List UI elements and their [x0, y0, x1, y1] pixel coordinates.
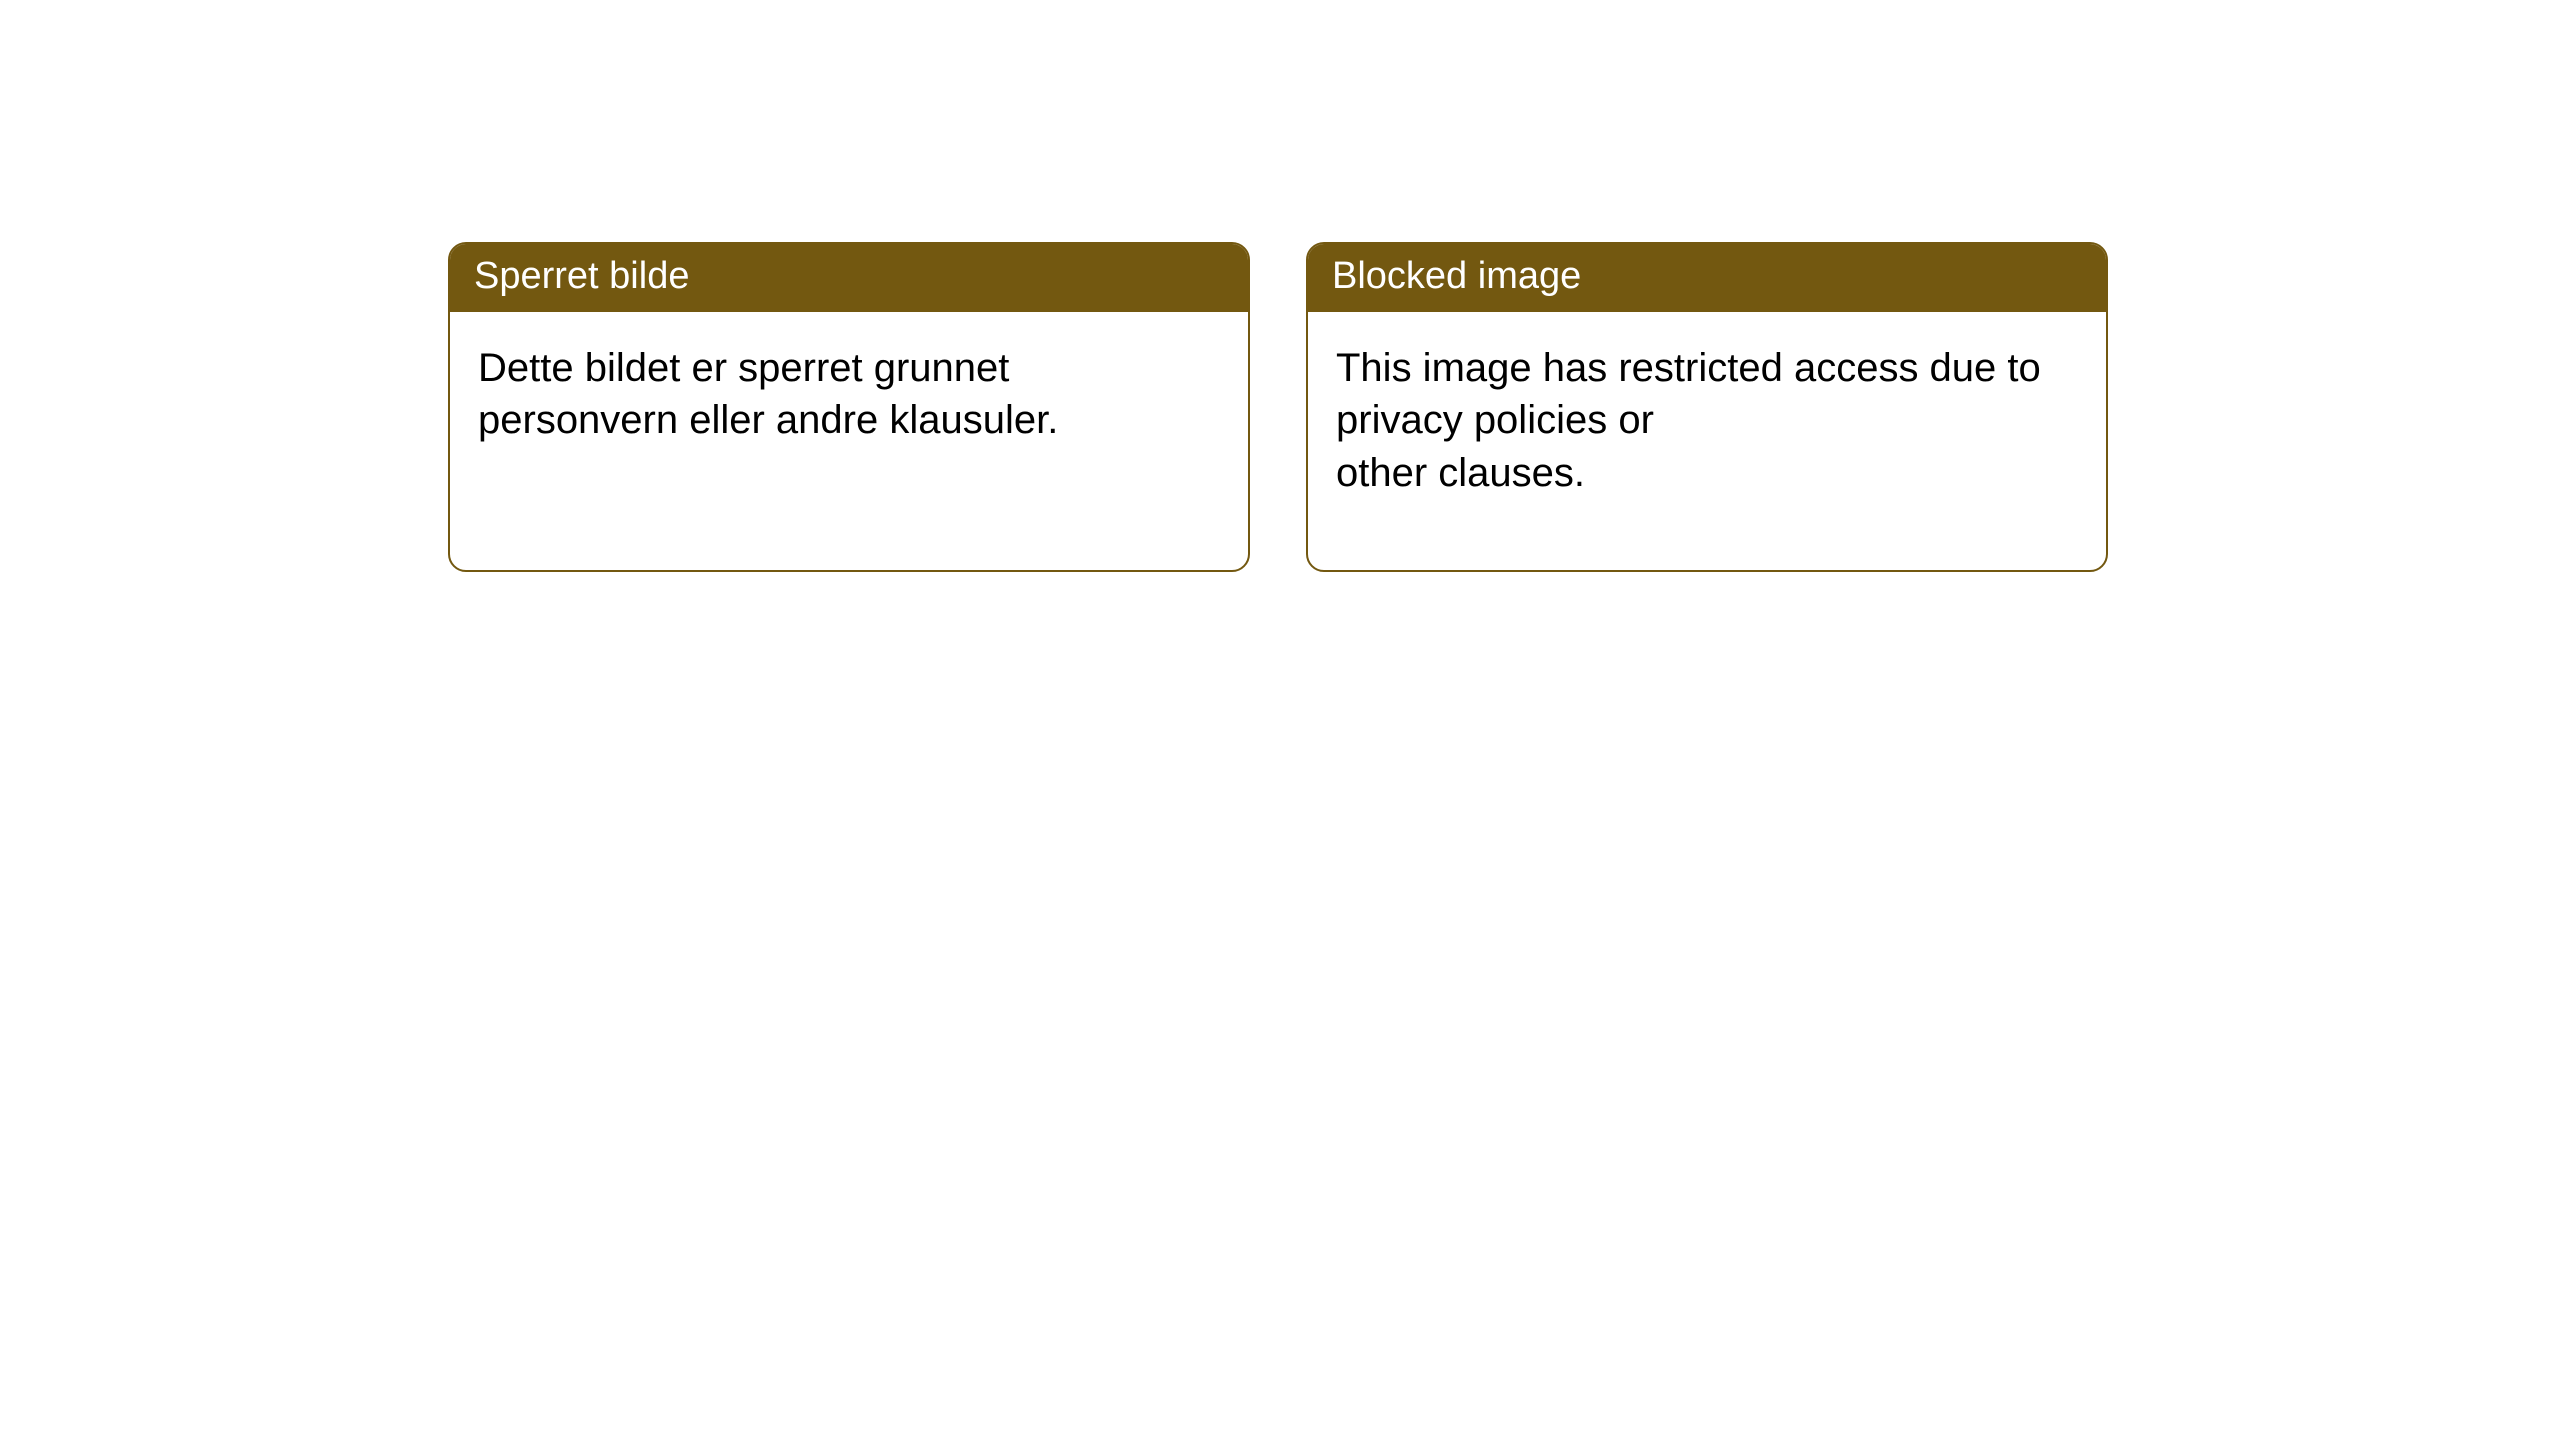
notice-card-body: Dette bildet er sperret grunnet personve…	[450, 312, 1248, 518]
notice-card-title: Blocked image	[1308, 244, 2106, 312]
notice-card-norwegian: Sperret bilde Dette bildet er sperret gr…	[448, 242, 1250, 572]
notice-container: Sperret bilde Dette bildet er sperret gr…	[0, 0, 2560, 572]
notice-card-body: This image has restricted access due to …	[1308, 312, 2106, 570]
notice-card-english: Blocked image This image has restricted …	[1306, 242, 2108, 572]
notice-card-title: Sperret bilde	[450, 244, 1248, 312]
